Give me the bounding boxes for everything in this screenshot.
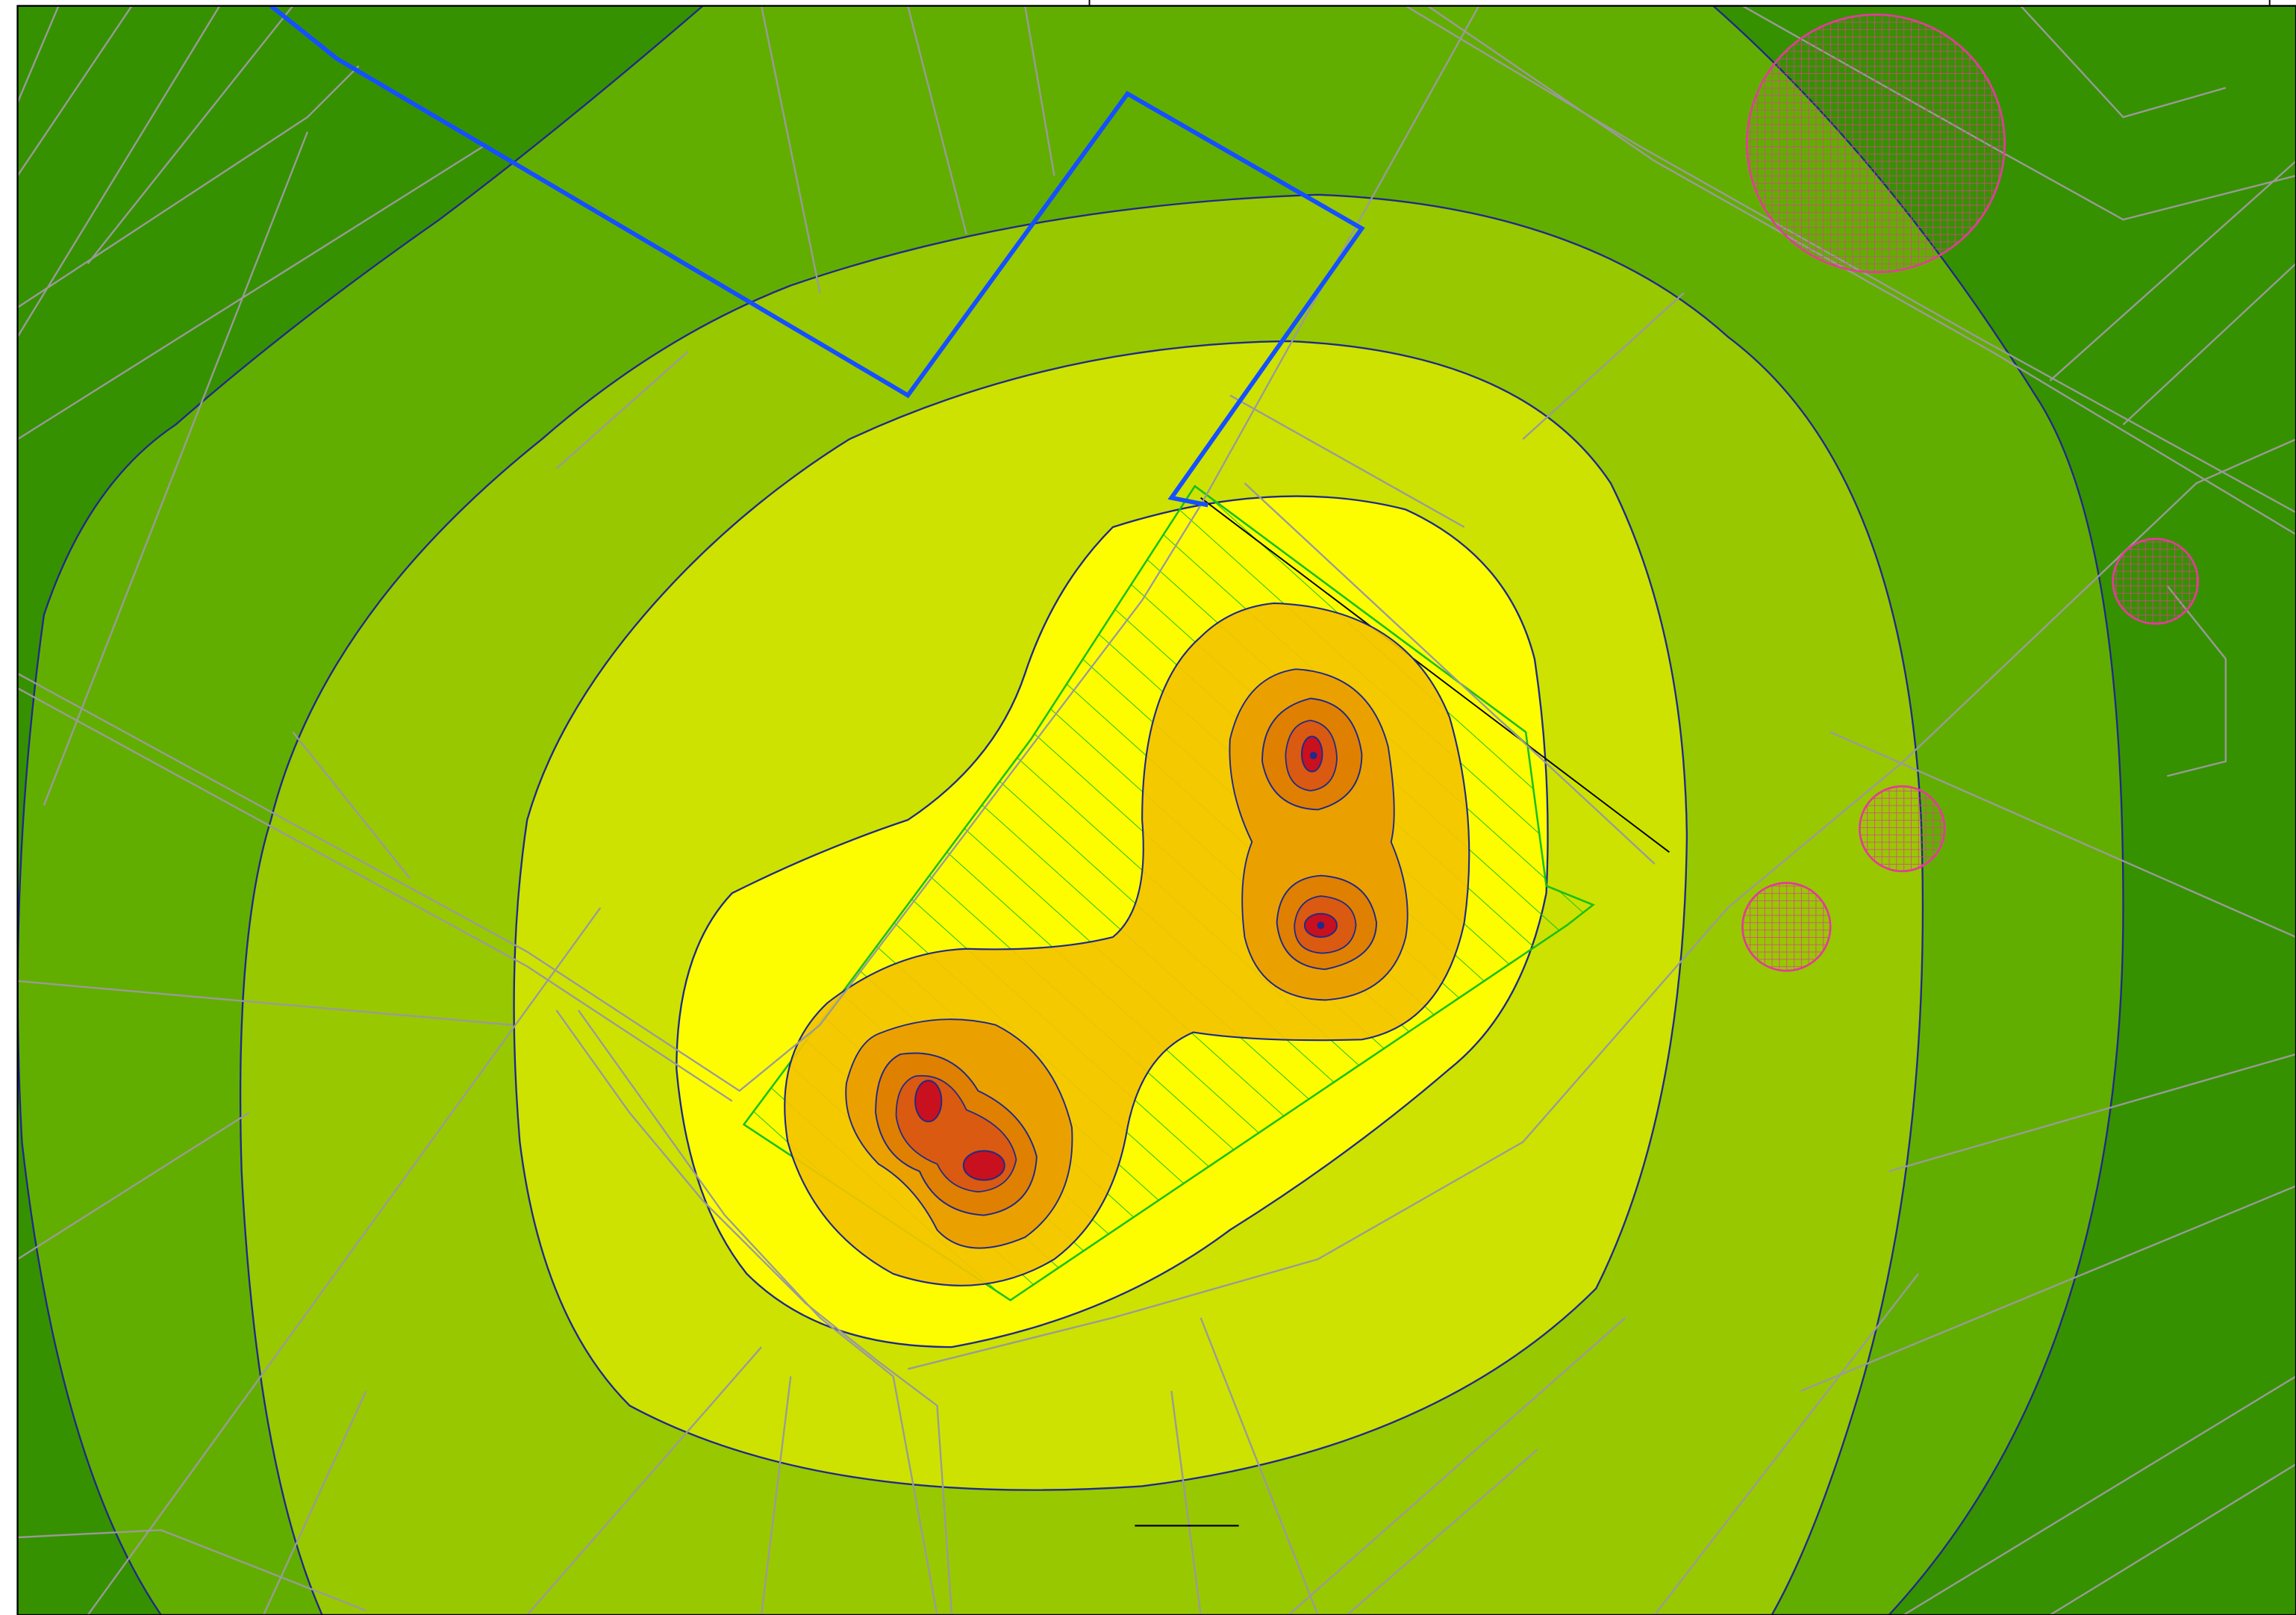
noise-source-point-1: [1309, 751, 1317, 759]
noise-source-core-4: [962, 1150, 1005, 1181]
noise-source-point-2: [1317, 921, 1325, 930]
protected-area-4: [1741, 882, 1832, 972]
protected-areas: [1741, 13, 2199, 972]
protected-area-1: [1745, 13, 2006, 274]
administrative-boundary: [269, 5, 1365, 508]
protected-area-2: [2112, 538, 2199, 625]
noise-source-core-3: [914, 1080, 943, 1123]
map-frame-border: [16, 4, 2296, 1615]
protected-area-3: [1859, 785, 1946, 873]
site-boundary-line: [1200, 497, 1670, 853]
parcel-lines: [17, 5, 2296, 1615]
